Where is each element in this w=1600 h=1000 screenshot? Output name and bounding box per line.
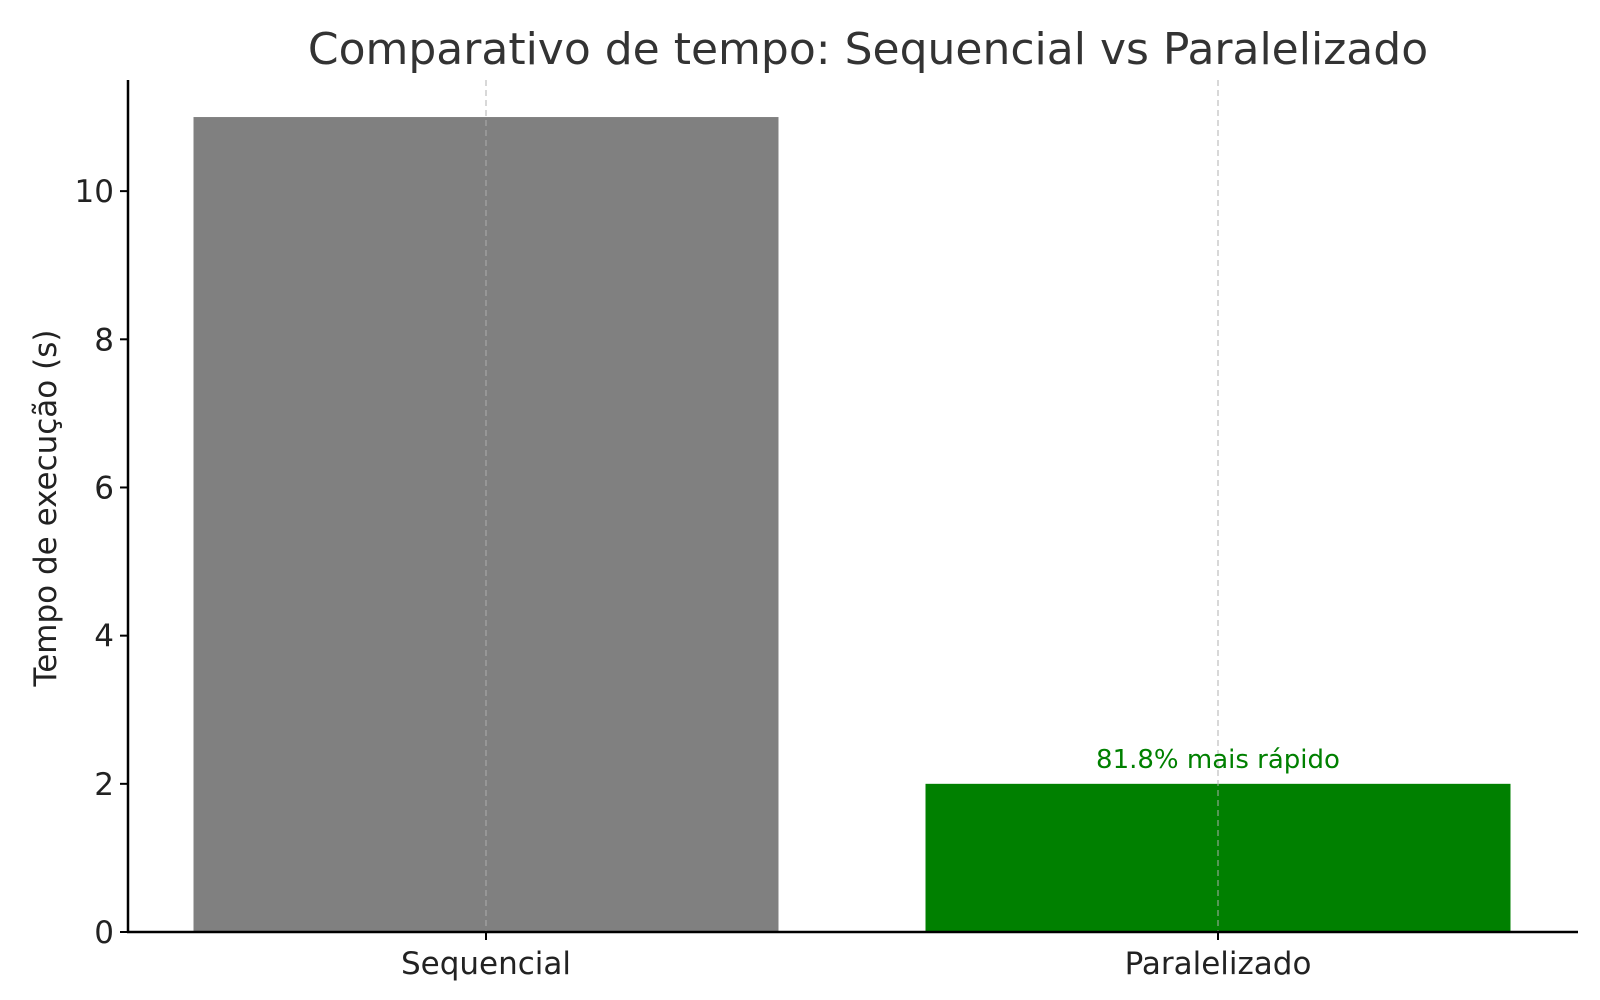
chart-title: Comparativo de tempo: Sequencial vs Para… bbox=[308, 24, 1428, 75]
y-tick-label: 10 bbox=[75, 174, 114, 210]
x-tick-label-sequencial: Sequencial bbox=[401, 946, 571, 982]
y-tick-label: 2 bbox=[94, 767, 114, 803]
bar-annotation: 81.8% mais rápido bbox=[1096, 745, 1340, 775]
y-axis-ticks: 0 2 4 6 8 10 bbox=[75, 174, 128, 951]
y-tick-label: 4 bbox=[94, 619, 114, 655]
y-axis-label: Tempo de execução (s) bbox=[28, 330, 64, 688]
y-tick-label: 8 bbox=[94, 322, 114, 358]
bar-paralelizado bbox=[925, 783, 1511, 932]
y-tick-label: 6 bbox=[94, 470, 114, 506]
y-tick-label: 0 bbox=[94, 915, 114, 951]
x-tick-label-paralelizado: Paralelizado bbox=[1125, 946, 1312, 982]
annotations: 81.8% mais rápido bbox=[1096, 745, 1340, 775]
x-axis-ticks: Sequencial Paralelizado bbox=[401, 932, 1311, 982]
grid-lines bbox=[485, 80, 1219, 932]
bars bbox=[193, 117, 1511, 933]
